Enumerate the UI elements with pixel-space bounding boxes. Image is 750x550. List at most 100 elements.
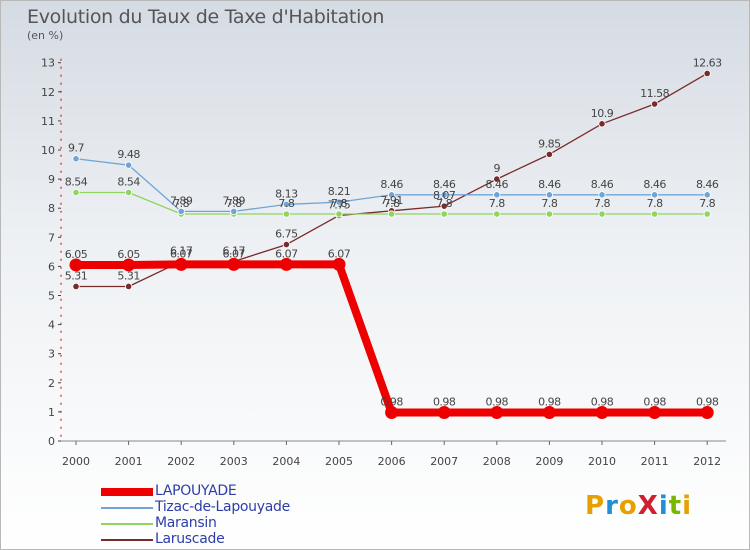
- logo-letter: o: [618, 491, 638, 521]
- data-label-lapouyade-2009: 0.98: [538, 395, 561, 408]
- data-label-laruscade-2007: 8.07: [433, 189, 456, 202]
- point-maransin-2007: [440, 210, 448, 218]
- point-tizac-de-lapouyade-2012: [703, 191, 711, 199]
- point-maransin-2008: [493, 210, 501, 218]
- point-lapouyade-2010: [595, 405, 609, 419]
- data-label-maransin-2007: 7.8: [436, 197, 452, 210]
- point-maransin-2006: [387, 210, 396, 218]
- data-label-lapouyade-2008: 0.98: [486, 395, 509, 408]
- point-maransin-2005: [335, 210, 343, 218]
- y-tick-label-12: 12: [41, 86, 55, 99]
- data-label-tizac-de-lapouyade-2001: 9.48: [117, 148, 140, 161]
- data-label-tizac-de-lapouyade-2006: 8.46: [380, 178, 403, 191]
- y-tick-label-1: 1: [48, 406, 55, 419]
- y-tick-label-9: 9: [48, 173, 55, 186]
- data-label-maransin-2002: 7.8: [173, 197, 189, 210]
- logo-letter: i: [658, 491, 669, 521]
- data-label-maransin-2011: 7.8: [647, 197, 663, 210]
- data-label-lapouyade-2001: 6.05: [117, 248, 140, 261]
- point-maransin-2000: [72, 188, 80, 197]
- point-lapouyade-2011: [648, 405, 662, 419]
- point-maransin-2012: [703, 210, 711, 218]
- point-lapouyade-2001: [122, 258, 136, 272]
- point-laruscade-2011: [650, 100, 659, 108]
- data-label-laruscade-2010: 10.9: [591, 107, 614, 120]
- point-lapouyade-2008: [490, 405, 504, 419]
- x-tick-label-2010: 2010: [588, 455, 616, 468]
- point-laruscade-2008: [493, 175, 501, 183]
- point-maransin-2009: [545, 210, 554, 218]
- y-tick-label-6: 6: [48, 260, 55, 273]
- data-label-tizac-de-lapouyade-2010: 8.46: [591, 178, 614, 191]
- data-label-maransin-2009: 7.8: [541, 197, 557, 210]
- point-maransin-2010: [598, 210, 606, 218]
- data-label-maransin-2008: 7.8: [489, 197, 505, 210]
- data-label-tizac-de-lapouyade-2003: 7.89: [223, 194, 246, 207]
- chart-title: Evolution du Taux de Taxe d'Habitation: [27, 6, 385, 28]
- point-lapouyade-2006: [385, 405, 399, 419]
- point-laruscade-2001: [125, 282, 133, 291]
- point-tizac-de-lapouyade-2007: [440, 191, 448, 199]
- x-tick-label-2005: 2005: [325, 455, 353, 468]
- y-tick-label-5: 5: [48, 290, 55, 303]
- data-label-tizac-de-lapouyade-2002: 7.89: [170, 194, 193, 207]
- data-label-tizac-de-lapouyade-2000: 9.7: [68, 142, 84, 155]
- data-label-laruscade-2011: 11.58: [640, 87, 669, 100]
- data-label-tizac-de-lapouyade-2004: 8.13: [275, 187, 298, 200]
- point-laruscade-2012: [703, 69, 711, 78]
- logo-letter: t: [668, 491, 683, 521]
- legend-label-maransin: Maransin: [155, 515, 217, 531]
- point-tizac-de-lapouyade-2003: [230, 207, 238, 216]
- data-label-lapouyade-2011: 0.98: [643, 395, 666, 408]
- x-tick-label-2012: 2012: [693, 455, 721, 468]
- data-label-lapouyade-2003: 6.07: [223, 247, 246, 260]
- y-tick-label-2: 2: [48, 377, 55, 390]
- point-maransin-2001: [125, 188, 133, 197]
- data-label-laruscade-2006: 7.91: [380, 194, 403, 207]
- y-tick-label-3: 3: [48, 348, 55, 361]
- point-lapouyade-2000: [69, 258, 83, 272]
- data-label-maransin-2012: 7.8: [699, 197, 715, 210]
- point-laruscade-2009: [545, 150, 554, 158]
- data-label-maransin-2001: 8.54: [117, 175, 140, 188]
- point-tizac-de-lapouyade-2000: [72, 155, 80, 163]
- data-label-laruscade-2012: 12.63: [693, 56, 722, 69]
- y-tick-label-0: 0: [48, 435, 55, 448]
- x-tick-label-2003: 2003: [220, 455, 248, 468]
- point-maransin-2004: [282, 210, 290, 218]
- point-lapouyade-2007: [437, 405, 451, 419]
- point-lapouyade-2004: [279, 257, 293, 271]
- legend-label-lapouyade: LAPOUYADE: [155, 483, 237, 499]
- point-laruscade-2004: [282, 240, 290, 249]
- point-tizac-de-lapouyade-2008: [493, 191, 501, 199]
- point-tizac-de-lapouyade-2002: [177, 207, 185, 216]
- data-label-laruscade-2002: 6.17: [170, 244, 193, 257]
- point-tizac-de-lapouyade-2005: [335, 198, 343, 206]
- data-label-lapouyade-2010: 0.98: [591, 395, 614, 408]
- x-tick-label-2004: 2004: [272, 455, 300, 468]
- data-label-tizac-de-lapouyade-2012: 8.46: [696, 178, 719, 191]
- point-tizac-de-lapouyade-2011: [650, 191, 659, 199]
- x-tick-label-2007: 2007: [430, 455, 458, 468]
- logo-letter: r: [605, 491, 619, 521]
- data-label-laruscade-2000: 5.31: [65, 269, 88, 282]
- point-tizac-de-lapouyade-2001: [125, 161, 133, 169]
- proxiti-logo: ProXiti: [585, 491, 692, 521]
- legend-swatch-maransin: [101, 523, 153, 525]
- legend-swatch-laruscade: [101, 539, 153, 541]
- point-lapouyade-2002: [174, 257, 188, 271]
- y-tick-label-10: 10: [41, 144, 55, 157]
- data-label-maransin-2005: 7.8: [331, 197, 347, 210]
- data-label-tizac-de-lapouyade-2008: 8.46: [486, 178, 509, 191]
- data-label-maransin-2003: 7.8: [226, 197, 242, 210]
- data-label-laruscade-2009: 9.85: [538, 137, 561, 150]
- y-tick-label-4: 4: [48, 319, 55, 332]
- y-tick-label-13: 13: [41, 57, 55, 70]
- legend-swatch-lapouyade: [101, 488, 153, 496]
- logo-letter: X: [637, 491, 659, 521]
- chart-subtitle: (en %): [27, 29, 64, 42]
- data-label-lapouyade-2004: 6.07: [275, 247, 298, 260]
- data-label-laruscade-2004: 6.75: [275, 228, 298, 241]
- legend-label-tizac: Tizac-de-Lapouyade: [155, 499, 290, 515]
